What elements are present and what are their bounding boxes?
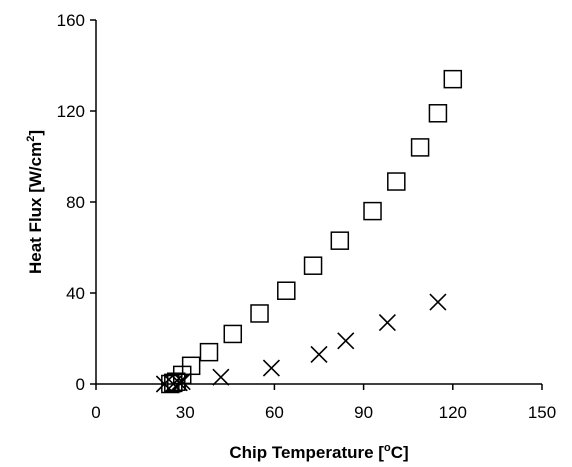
y-axis-title-superscript: 2 — [25, 136, 37, 142]
square-data-point — [410, 138, 430, 157]
y-tick-label: 160 — [57, 11, 85, 30]
x-tick-label: 0 — [91, 403, 100, 422]
x-data-point — [378, 314, 396, 332]
x-data-point — [310, 345, 328, 363]
x-tick-label: 30 — [176, 403, 195, 422]
x-axis-title: Chip Temperature [oC] — [229, 442, 408, 462]
y-tick-label: 120 — [57, 102, 85, 121]
y-axis-title: Heat Flux [W/cm2] — [25, 130, 45, 274]
square-data-point — [330, 231, 350, 250]
square-data-point — [443, 69, 463, 89]
y-tick-label: 80 — [66, 193, 85, 212]
x-data-point — [337, 332, 355, 350]
x-axis-title-suffix: C] — [391, 443, 409, 462]
x-data-point — [212, 368, 230, 386]
series-square-markers — [161, 69, 463, 394]
x-tick-label: 150 — [528, 403, 556, 422]
x-axis-ticks: 0 30 60 90 120 150 — [91, 384, 556, 422]
x-data-point — [155, 375, 173, 393]
x-tick-label: 120 — [439, 403, 467, 422]
y-tick-label: 0 — [76, 375, 85, 394]
square-data-point — [363, 201, 382, 221]
square-data-point — [428, 104, 448, 123]
y-tick-label: 40 — [66, 284, 85, 303]
x-data-point — [262, 359, 280, 377]
plot-area — [95, 20, 542, 385]
square-data-point — [199, 342, 219, 362]
x-axis-title-superscript: o — [384, 442, 391, 454]
square-data-point — [250, 304, 269, 323]
x-data-point — [170, 374, 188, 392]
series-x-markers — [155, 293, 447, 393]
y-axis-ticks: 0 40 80 120 160 — [57, 11, 96, 394]
x-data-point — [429, 293, 447, 311]
x-data-point — [173, 373, 191, 391]
y-axis-title-suffix: ] — [26, 130, 45, 136]
x-axis-title-prefix: Chip Temperature [ — [229, 443, 384, 462]
square-data-point — [223, 324, 243, 344]
x-tick-label: 90 — [354, 403, 373, 422]
square-data-point — [181, 356, 201, 376]
square-data-point — [387, 172, 406, 191]
y-axis-title-prefix: Heat Flux [W/cm — [26, 142, 45, 274]
x-tick-label: 60 — [265, 403, 284, 422]
square-data-point — [277, 281, 296, 300]
square-data-point — [303, 256, 323, 275]
data-series — [155, 69, 463, 394]
